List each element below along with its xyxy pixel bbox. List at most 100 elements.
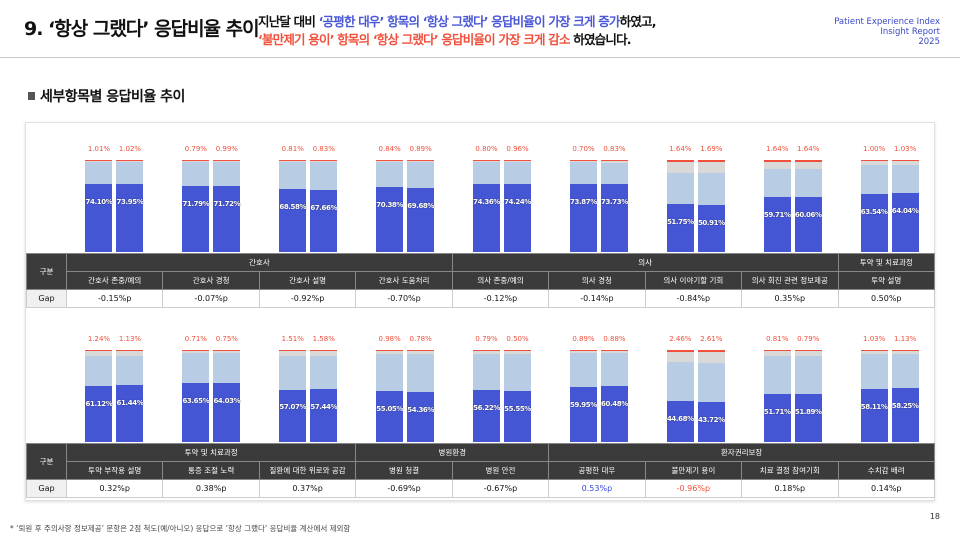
never-value-label: 0.89% xyxy=(572,335,595,343)
bar-segment-sometimes xyxy=(794,350,822,357)
bar-segment-sometimes xyxy=(473,160,501,162)
bar-segment-sometimes xyxy=(116,160,144,163)
item-header: 간호사 설명 xyxy=(258,271,357,290)
bar-value-label: 70.38% xyxy=(376,201,404,210)
bar-segment-always xyxy=(85,183,113,252)
bar-segment-always xyxy=(279,389,307,442)
item-header: 불만제기 용이 xyxy=(644,461,743,480)
bar-segment-never xyxy=(473,160,501,161)
never-value-label: 1.69% xyxy=(700,145,723,153)
gap-value: -0.14%p xyxy=(548,289,646,308)
bar-value-label: 60.06% xyxy=(794,210,822,219)
bar-segment-always xyxy=(376,391,404,442)
bar-segment-sometimes xyxy=(504,160,532,162)
bar-segment-always xyxy=(891,388,919,442)
bar-segment-usually xyxy=(600,163,628,185)
stacked-bar xyxy=(310,160,338,252)
never-value-label: 0.70% xyxy=(572,145,595,153)
stacked-bar xyxy=(569,160,597,252)
bar-segment-never xyxy=(407,160,435,161)
bar-segment-sometimes xyxy=(697,161,725,173)
row-header: 구분 xyxy=(26,253,67,290)
never-value-label: 0.81% xyxy=(766,335,789,343)
bar-segment-sometimes xyxy=(600,160,628,164)
bar-segment-always xyxy=(310,389,338,442)
item-header: 의사 이야기할 기회 xyxy=(644,271,743,290)
brand-line-1: Patient Experience Index xyxy=(834,17,940,27)
bar-value-label: 60.48% xyxy=(601,400,628,409)
bar-value-label: 59.95% xyxy=(570,400,597,409)
bar-segment-never xyxy=(182,350,210,351)
bar-value-label: 73.73% xyxy=(601,198,628,207)
bar-value-label: 55.05% xyxy=(376,405,404,414)
stacked-bar xyxy=(763,350,791,442)
bar-segment-usually xyxy=(116,355,144,386)
bar-segment-usually xyxy=(182,352,210,384)
bar-value-label: 74.10% xyxy=(85,197,113,206)
bar-segment-never xyxy=(794,350,822,351)
summary-text-1c: 하였고, xyxy=(619,14,657,29)
stacked-bar xyxy=(860,350,888,442)
stacked-bar xyxy=(891,160,919,252)
bar-segment-always xyxy=(504,390,532,442)
item-header: 간호사 도움처리 xyxy=(355,271,453,290)
never-value-label: 1.64% xyxy=(766,145,789,153)
gap-value: 0.32%p xyxy=(65,479,164,498)
bar-segment-never xyxy=(116,160,144,161)
bar-value-label: 73.87% xyxy=(570,198,597,207)
bar-segment-usually xyxy=(279,162,307,189)
bar-segment-never xyxy=(569,160,597,161)
never-value-label: 0.98% xyxy=(378,335,401,343)
summary-text-2b: 하였습니다. xyxy=(569,32,631,47)
bar-segment-sometimes xyxy=(891,351,919,354)
never-value-label: 1.51% xyxy=(281,335,304,343)
bar-segment-never xyxy=(697,160,725,162)
gap-value: 0.53%p xyxy=(548,479,646,498)
gap-value: -0.96%p xyxy=(644,479,743,498)
never-value-label: 1.02% xyxy=(118,145,142,153)
bar-segment-always xyxy=(213,186,241,252)
bar-segment-sometimes xyxy=(116,351,144,356)
bar-value-label: 71.79% xyxy=(182,199,210,208)
bar-segment-never xyxy=(666,160,694,162)
gap-value: -0.84%p xyxy=(644,289,743,308)
bar-value-label: 61.44% xyxy=(116,399,144,408)
stacked-bar xyxy=(600,160,628,252)
never-value-label: 2.61% xyxy=(700,335,723,343)
stacked-bar xyxy=(85,160,113,252)
bar-segment-sometimes xyxy=(376,350,404,355)
bar-segment-never xyxy=(279,160,307,161)
gap-value: -0.12%p xyxy=(451,289,550,308)
bar-segment-sometimes xyxy=(666,352,694,363)
stacked-bar xyxy=(504,160,532,252)
gap-value: -0.69%p xyxy=(355,479,453,498)
bar-segment-sometimes xyxy=(763,161,791,169)
bar-segment-sometimes xyxy=(763,350,791,357)
bar-segment-sometimes xyxy=(85,351,113,356)
gap-value: -0.67%p xyxy=(451,479,550,498)
never-value-label: 0.83% xyxy=(603,145,626,153)
bar-segment-never xyxy=(116,350,144,352)
never-value-label: 0.79% xyxy=(475,335,498,343)
bar-value-label: 44.68% xyxy=(666,414,694,423)
stacked-bar-chart: 61.12% 1.24% 61.44% 1.13% 63.65% 0.71% 64.03% 0… xyxy=(26,325,936,445)
bar-segment-always xyxy=(891,193,919,252)
group-header: 의사 xyxy=(451,253,839,272)
gap-value: -0.07%p xyxy=(162,289,260,308)
bar-segment-usually xyxy=(763,168,791,198)
bar-value-label: 64.03% xyxy=(213,397,241,406)
bar-segment-sometimes xyxy=(794,161,822,169)
gap-label: Gap xyxy=(26,289,67,308)
stacked-bar xyxy=(569,350,597,442)
bar-segment-always xyxy=(697,401,725,442)
bar-segment-usually xyxy=(697,172,725,206)
summary-highlight-increase: ‘공평한 대우’ 항목의 ‘항상 그랬다’ 응답비율이 가장 크게 증가 xyxy=(318,14,621,29)
bar-segment-sometimes xyxy=(279,351,307,356)
bar-segment-usually xyxy=(407,354,435,392)
never-value-label: 0.75% xyxy=(215,335,238,343)
bar-segment-always xyxy=(666,204,694,252)
bar-segment-never xyxy=(213,350,241,351)
stacked-bar xyxy=(763,160,791,252)
item-header: 치료 결정 참여기회 xyxy=(741,461,839,480)
bar-segment-usually xyxy=(697,362,725,402)
